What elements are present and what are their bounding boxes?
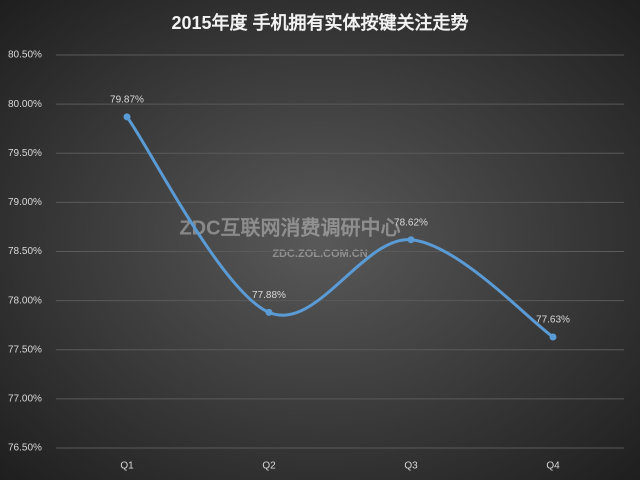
point bbox=[265, 308, 273, 316]
data-label: 79.87% bbox=[110, 95, 144, 106]
y-tick-label: 77.00% bbox=[8, 394, 42, 405]
y-tick-label: 79.50% bbox=[8, 148, 42, 159]
y-tick-label: 80.50% bbox=[8, 50, 42, 61]
point bbox=[123, 113, 131, 121]
data-label: 77.63% bbox=[536, 315, 570, 326]
y-tick-label: 80.00% bbox=[8, 99, 42, 110]
point bbox=[549, 333, 557, 341]
line bbox=[125, 115, 555, 339]
x-tick-label: Q2 bbox=[262, 461, 276, 472]
x-tick-label: Q4 bbox=[546, 461, 560, 472]
y-tick-label: 79.00% bbox=[8, 197, 42, 208]
point bbox=[407, 236, 415, 244]
x-tick-label: Q1 bbox=[120, 461, 134, 472]
y-tick-label: 77.50% bbox=[8, 344, 42, 355]
watermark: ZDC.ZOL.COM.CN bbox=[272, 248, 367, 260]
chart-title: 2015年度 手机拥有实体按键关注走势 bbox=[171, 12, 468, 33]
y-tick-label: 78.50% bbox=[8, 246, 42, 257]
watermark: ZDC互联网消费调研中心 bbox=[179, 215, 400, 239]
y-tick-label: 76.50% bbox=[8, 443, 42, 454]
x-tick-label: Q3 bbox=[404, 461, 418, 472]
y-tick-label: 78.00% bbox=[8, 295, 42, 306]
data-label: 77.88% bbox=[252, 290, 286, 301]
data-label: 78.62% bbox=[394, 217, 428, 228]
